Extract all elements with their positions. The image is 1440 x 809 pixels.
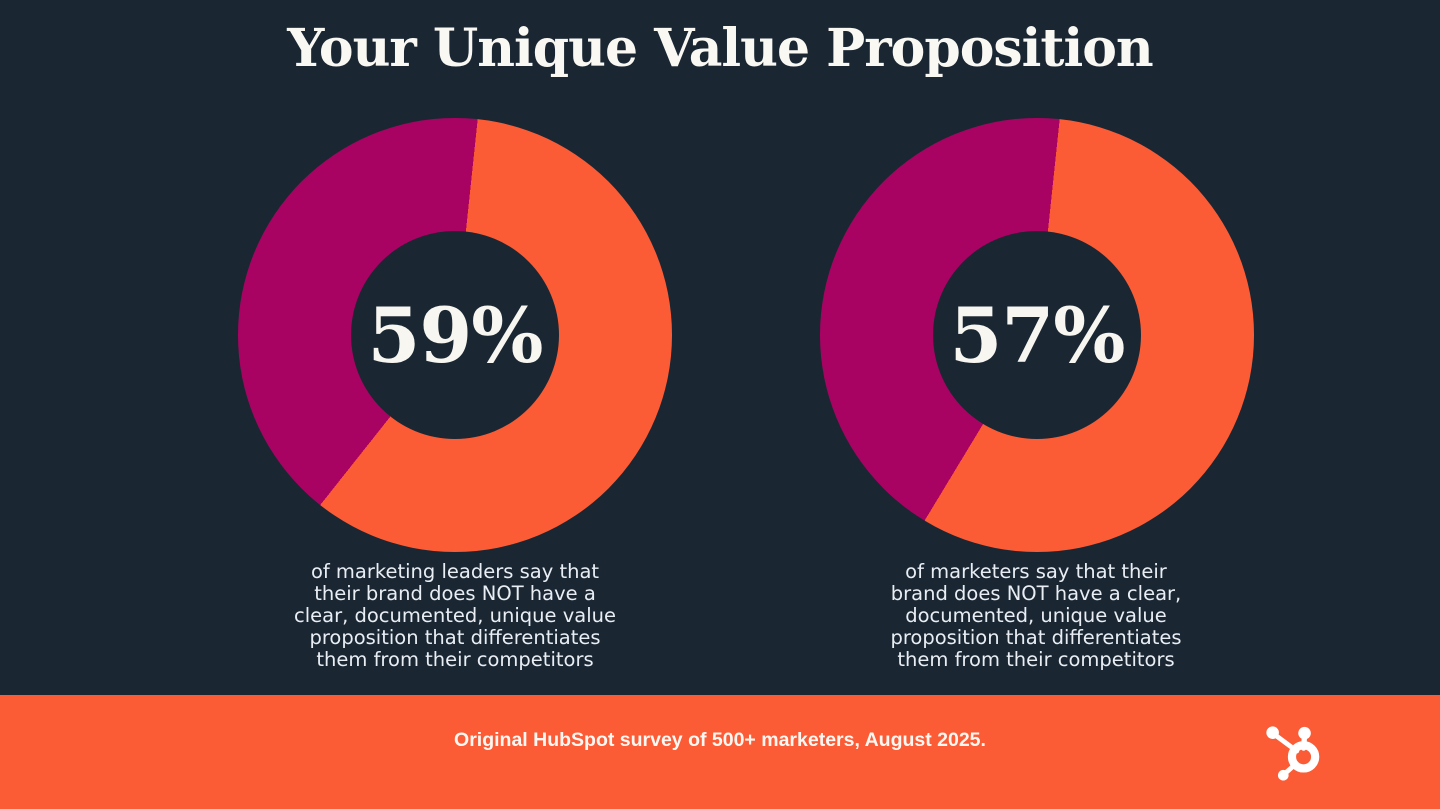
donut-hole-left: 59%: [351, 231, 559, 439]
chart-caption-right: of marketers say that their brand does N…: [890, 560, 1182, 671]
footer-bar: Original HubSpot survey of 500+ marketer…: [0, 695, 1440, 809]
donut-chart-left: 59%: [238, 118, 672, 552]
percentage-label-right: 57%: [949, 290, 1126, 380]
donut-ring-left: 59%: [238, 118, 672, 552]
source-attribution: Original HubSpot survey of 500+ marketer…: [454, 729, 986, 751]
percentage-label-left: 59%: [367, 290, 544, 380]
donut-ring-right: 57%: [820, 118, 1254, 552]
page-title: Your Unique Value Proposition: [287, 18, 1153, 79]
donut-chart-right: 57%: [820, 118, 1254, 552]
donut-hole-right: 57%: [933, 231, 1141, 439]
chart-caption-left: of marketing leaders say that their bran…: [294, 560, 616, 671]
hubspot-sprocket-icon: [1262, 723, 1320, 781]
